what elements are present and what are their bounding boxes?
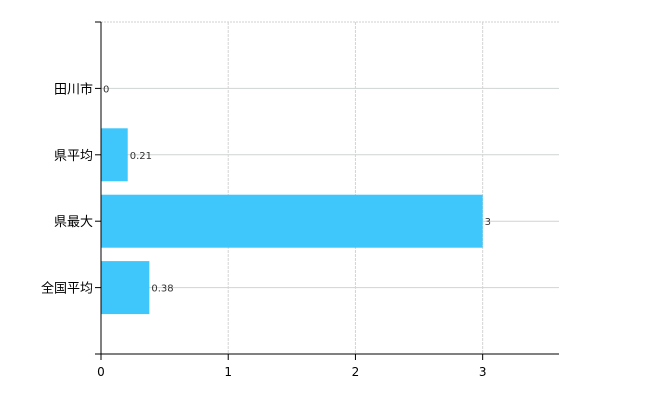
x-tick-label: 2 <box>352 365 360 379</box>
x-tick-label: 1 <box>224 365 232 379</box>
y-tick-label: 県平均 <box>54 149 93 164</box>
x-tick-label: 0 <box>97 365 105 379</box>
data-label: 0 <box>103 84 109 95</box>
x-tick-label: 3 <box>479 365 487 379</box>
y-tick-label: 県最大 <box>54 215 93 230</box>
bar <box>101 128 128 182</box>
data-label: 3 <box>485 217 491 228</box>
y-tick-label: 全国平均 <box>41 281 93 297</box>
bar <box>101 194 483 248</box>
bar <box>101 261 150 315</box>
data-label: 0.21 <box>130 151 152 162</box>
y-tick-label: 田川市 <box>54 81 93 97</box>
data-label: 0.38 <box>151 284 173 295</box>
